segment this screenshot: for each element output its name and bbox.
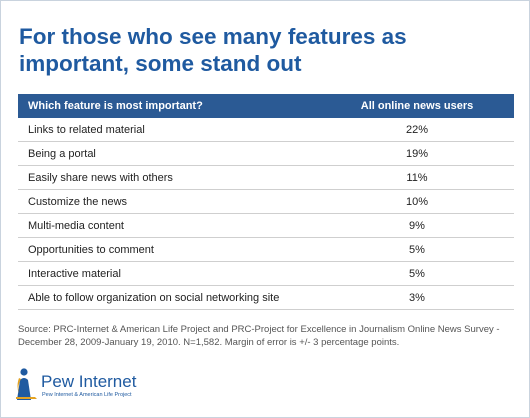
logo-tagline: Pew Internet & American Life Project bbox=[42, 392, 132, 398]
value-cell: 3% bbox=[320, 285, 514, 310]
table-row: Able to follow organization on social ne… bbox=[18, 285, 514, 310]
table-row: Customize the news 10% bbox=[18, 189, 514, 214]
feature-cell: Links to related material bbox=[18, 118, 320, 142]
feature-cell: Multi-media content bbox=[18, 213, 320, 238]
value-cell: 22% bbox=[320, 118, 514, 142]
value-cell: 19% bbox=[320, 141, 514, 166]
column-header-feature: Which feature is most important? bbox=[18, 94, 320, 118]
feature-cell: Interactive material bbox=[18, 261, 320, 286]
data-table-container: Which feature is most important? All onl… bbox=[18, 94, 514, 310]
feature-cell: Customize the news bbox=[18, 189, 320, 214]
pew-person-icon bbox=[16, 368, 37, 400]
value-cell: 9% bbox=[320, 213, 514, 238]
table-row: Easily share news with others 11% bbox=[18, 165, 514, 190]
table-header-row: Which feature is most important? All onl… bbox=[18, 94, 514, 118]
table-row: Opportunities to comment 5% bbox=[18, 237, 514, 262]
table-row: Being a portal 19% bbox=[18, 141, 514, 166]
source-note: Source: PRC-Internet & American Life Pro… bbox=[18, 324, 500, 348]
feature-cell: Opportunities to comment bbox=[18, 237, 320, 262]
table-row: Links to related material 22% bbox=[18, 118, 514, 142]
feature-cell: Easily share news with others bbox=[18, 165, 320, 190]
page-title: For those who see many features as impor… bbox=[19, 24, 407, 76]
feature-cell: Being a portal bbox=[18, 141, 320, 166]
feature-cell: Able to follow organization on social ne… bbox=[18, 285, 320, 310]
value-cell: 5% bbox=[320, 237, 514, 262]
pew-internet-logo: Pew Internet Pew Internet & American Lif… bbox=[15, 367, 215, 407]
data-table: Which feature is most important? All onl… bbox=[18, 94, 514, 310]
value-cell: 11% bbox=[320, 165, 514, 190]
logo-name: Pew Internet bbox=[41, 372, 137, 391]
table-row: Multi-media content 9% bbox=[18, 213, 514, 238]
value-cell: 10% bbox=[320, 189, 514, 214]
table-body: Links to related material 22% Being a port… bbox=[18, 118, 514, 310]
table-row: Interactive material 5% bbox=[18, 261, 514, 286]
column-header-value: All online news users bbox=[320, 94, 514, 118]
value-cell: 5% bbox=[320, 261, 514, 286]
